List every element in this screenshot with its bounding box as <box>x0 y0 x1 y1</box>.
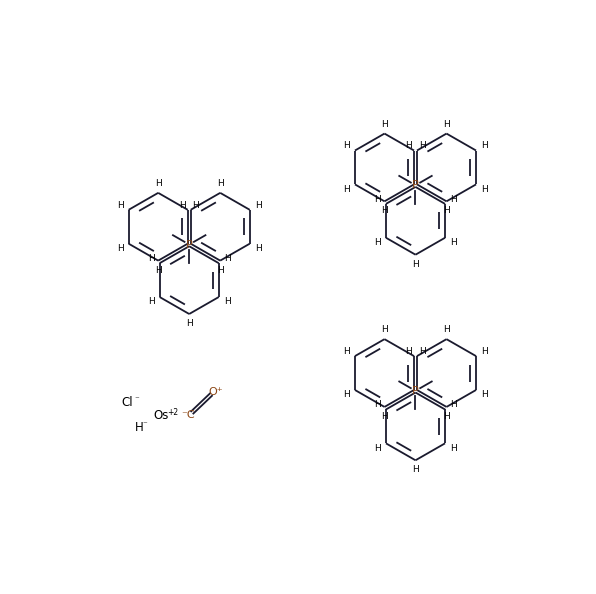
Text: H: H <box>450 195 457 204</box>
Text: H: H <box>450 238 457 247</box>
Text: H: H <box>155 266 162 274</box>
Text: ⁻: ⁻ <box>142 420 147 429</box>
Text: H: H <box>186 319 193 328</box>
Text: H: H <box>217 179 224 188</box>
Text: H: H <box>224 297 231 307</box>
Text: H: H <box>443 325 450 334</box>
Text: H: H <box>443 412 450 421</box>
Text: H: H <box>405 347 412 356</box>
Text: P: P <box>412 386 419 396</box>
Text: ⁻: ⁻ <box>134 395 139 404</box>
Text: H: H <box>381 412 388 421</box>
Text: H: H <box>405 141 412 150</box>
Text: P: P <box>186 239 193 249</box>
Text: H: H <box>481 185 488 194</box>
Text: H: H <box>374 195 381 204</box>
Text: H: H <box>155 179 162 188</box>
Text: H: H <box>374 444 381 453</box>
Text: H: H <box>481 390 488 399</box>
Text: H: H <box>343 141 350 150</box>
Text: H: H <box>419 347 426 356</box>
Text: H: H <box>117 244 124 253</box>
Text: H: H <box>254 201 262 210</box>
Text: H: H <box>412 465 419 474</box>
Text: H: H <box>343 347 350 356</box>
Text: ⁻C: ⁻C <box>182 410 195 421</box>
Text: H: H <box>217 266 224 274</box>
Text: H: H <box>224 254 231 263</box>
Text: H: H <box>450 444 457 453</box>
Text: Cl: Cl <box>122 396 133 409</box>
Text: H: H <box>254 244 262 253</box>
Text: H: H <box>374 238 381 247</box>
Text: H: H <box>381 206 388 215</box>
Text: H: H <box>148 297 155 307</box>
Text: H: H <box>343 390 350 399</box>
Text: H: H <box>481 141 488 150</box>
Text: H: H <box>148 254 155 263</box>
Text: H: H <box>443 119 450 128</box>
Text: H: H <box>117 201 124 210</box>
Text: Os: Os <box>154 409 169 422</box>
Text: +2: +2 <box>167 408 178 417</box>
Text: H: H <box>135 421 144 434</box>
Text: H: H <box>374 400 381 409</box>
Text: H: H <box>381 325 388 334</box>
Text: H: H <box>193 201 200 210</box>
Text: H: H <box>450 400 457 409</box>
Text: O⁺: O⁺ <box>208 387 223 397</box>
Text: H: H <box>481 347 488 356</box>
Text: H: H <box>179 201 186 210</box>
Text: H: H <box>381 119 388 128</box>
Text: H: H <box>419 141 426 150</box>
Text: P: P <box>412 180 419 190</box>
Text: H: H <box>412 260 419 268</box>
Text: H: H <box>343 185 350 194</box>
Text: H: H <box>443 206 450 215</box>
